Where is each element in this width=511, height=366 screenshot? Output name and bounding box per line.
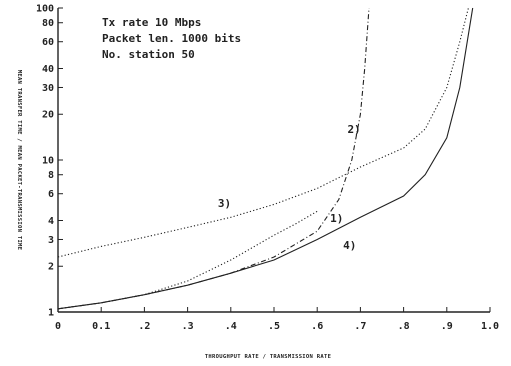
y-tick-label: 40 bbox=[42, 64, 54, 75]
y-tick-label: 1 bbox=[48, 308, 54, 319]
series-label-2: 2) bbox=[347, 123, 360, 136]
y-tick-label: 100 bbox=[36, 4, 54, 15]
x-tick-label: .9 bbox=[441, 321, 453, 332]
x-tick-label: .3 bbox=[182, 321, 194, 332]
y-tick-label: 60 bbox=[42, 37, 54, 48]
series-line-3 bbox=[57, 7, 469, 258]
y-tick-label: 2 bbox=[48, 262, 54, 273]
x-tick-label: .7 bbox=[354, 321, 366, 332]
y-axis-label: MEAN TRANSFER TIME / MEAN PACKET-TRANSMI… bbox=[16, 70, 22, 251]
y-tick-label: 4 bbox=[48, 216, 54, 227]
x-tick-label: 0 bbox=[55, 321, 61, 332]
y-tick-label: 30 bbox=[42, 83, 54, 94]
annotation-tx-rate: Tx rate 10 Mbps bbox=[102, 16, 201, 29]
annotation-stations: No. station 50 bbox=[102, 48, 195, 61]
series-labels: 1) 2) 3) 4) bbox=[218, 123, 361, 252]
series-line-4 bbox=[57, 7, 474, 310]
y-ticks: 1 2 3 4 6 8 10 20 30 40 60 80 100 bbox=[36, 4, 63, 319]
series-label-1: 1) bbox=[330, 212, 343, 225]
series-label-3: 3) bbox=[218, 197, 231, 210]
y-tick-label: 80 bbox=[42, 18, 54, 29]
annotation-block: Tx rate 10 Mbps Packet len. 1000 bits No… bbox=[102, 16, 241, 61]
y-tick-label: 8 bbox=[48, 170, 54, 181]
x-tick-label: 1.0 bbox=[481, 321, 499, 332]
y-tick-label: 3 bbox=[48, 235, 54, 246]
x-tick-label: .5 bbox=[268, 321, 280, 332]
x-tick-label: .4 bbox=[225, 321, 237, 332]
annotation-packet-length: Packet len. 1000 bits bbox=[102, 32, 241, 45]
series-lines bbox=[57, 7, 474, 310]
x-tick-label: .6 bbox=[311, 321, 323, 332]
x-tick-label: .8 bbox=[398, 321, 410, 332]
y-tick-label: 10 bbox=[42, 156, 54, 167]
y-tick-label: 20 bbox=[42, 110, 54, 121]
series-label-4: 4) bbox=[343, 239, 356, 252]
x-tick-label: 0.1 bbox=[92, 321, 110, 332]
x-axis-label: THROUGHPUT RATE / TRANSMISSION RATE bbox=[205, 354, 331, 360]
x-ticks: 0 0.1 .2 .3 .4 .5 .6 .7 .8 .9 1.0 bbox=[55, 307, 499, 332]
x-tick-label: .2 bbox=[138, 321, 150, 332]
series-line-1 bbox=[57, 210, 318, 310]
y-tick-label: 6 bbox=[48, 189, 54, 200]
